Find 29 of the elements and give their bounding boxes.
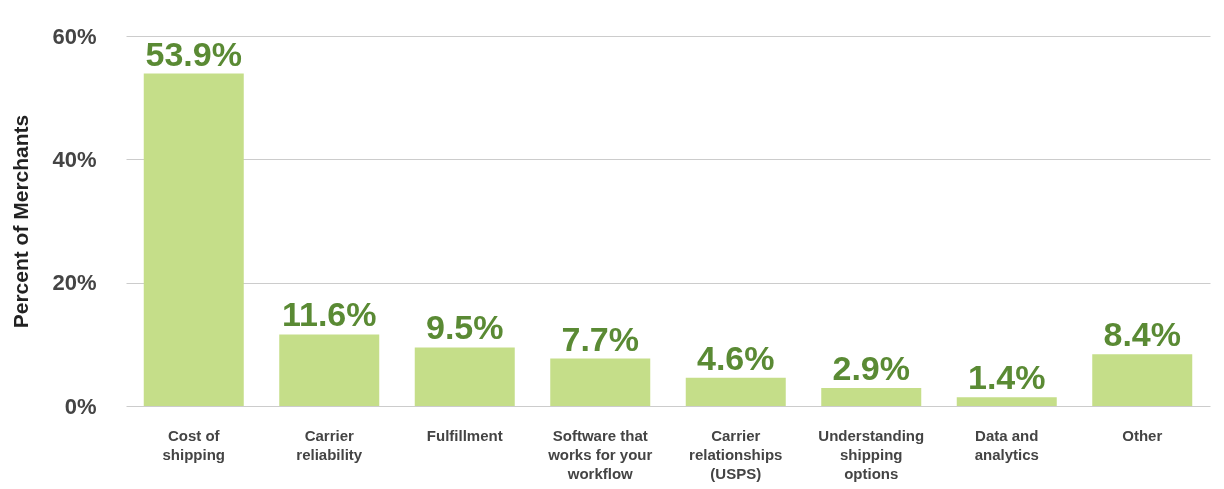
bar (821, 388, 922, 406)
x-tick-label: Carrier relationships (USPS) (689, 426, 783, 482)
data-label: 2.9% (832, 349, 910, 388)
x-tick-label: Fulfillment (426, 426, 503, 444)
x-tick-label: Carrier reliability (296, 426, 363, 463)
bar (956, 397, 1057, 406)
data-label: 8.4% (1103, 315, 1181, 354)
data-label: 7.7% (561, 319, 639, 358)
x-tick-label: Other (1122, 426, 1163, 444)
data-label: 4.6% (697, 338, 775, 377)
bar (550, 358, 651, 406)
bar (685, 377, 786, 406)
x-tick-label: Data and analytics (974, 426, 1039, 463)
bar (414, 347, 515, 406)
data-label: 11.6% (281, 295, 377, 334)
bar (1092, 354, 1193, 406)
y-tick-label: 60% (52, 23, 97, 49)
data-label: 53.9% (145, 34, 242, 73)
y-tick-label: 20% (52, 270, 97, 296)
x-tick-label: Software that works for your workflow (547, 426, 653, 482)
y-tick-label: 40% (52, 146, 97, 172)
y-tick-label: 0% (64, 393, 97, 419)
x-tick-label: Understanding shipping options (818, 426, 925, 482)
y-axis-title: Percent of Merchants (9, 114, 33, 329)
bar (143, 73, 244, 406)
data-label: 1.4% (968, 358, 1046, 397)
data-label: 9.5% (426, 308, 504, 347)
x-tick-label: Cost of shipping (162, 426, 225, 463)
bar (279, 334, 380, 406)
